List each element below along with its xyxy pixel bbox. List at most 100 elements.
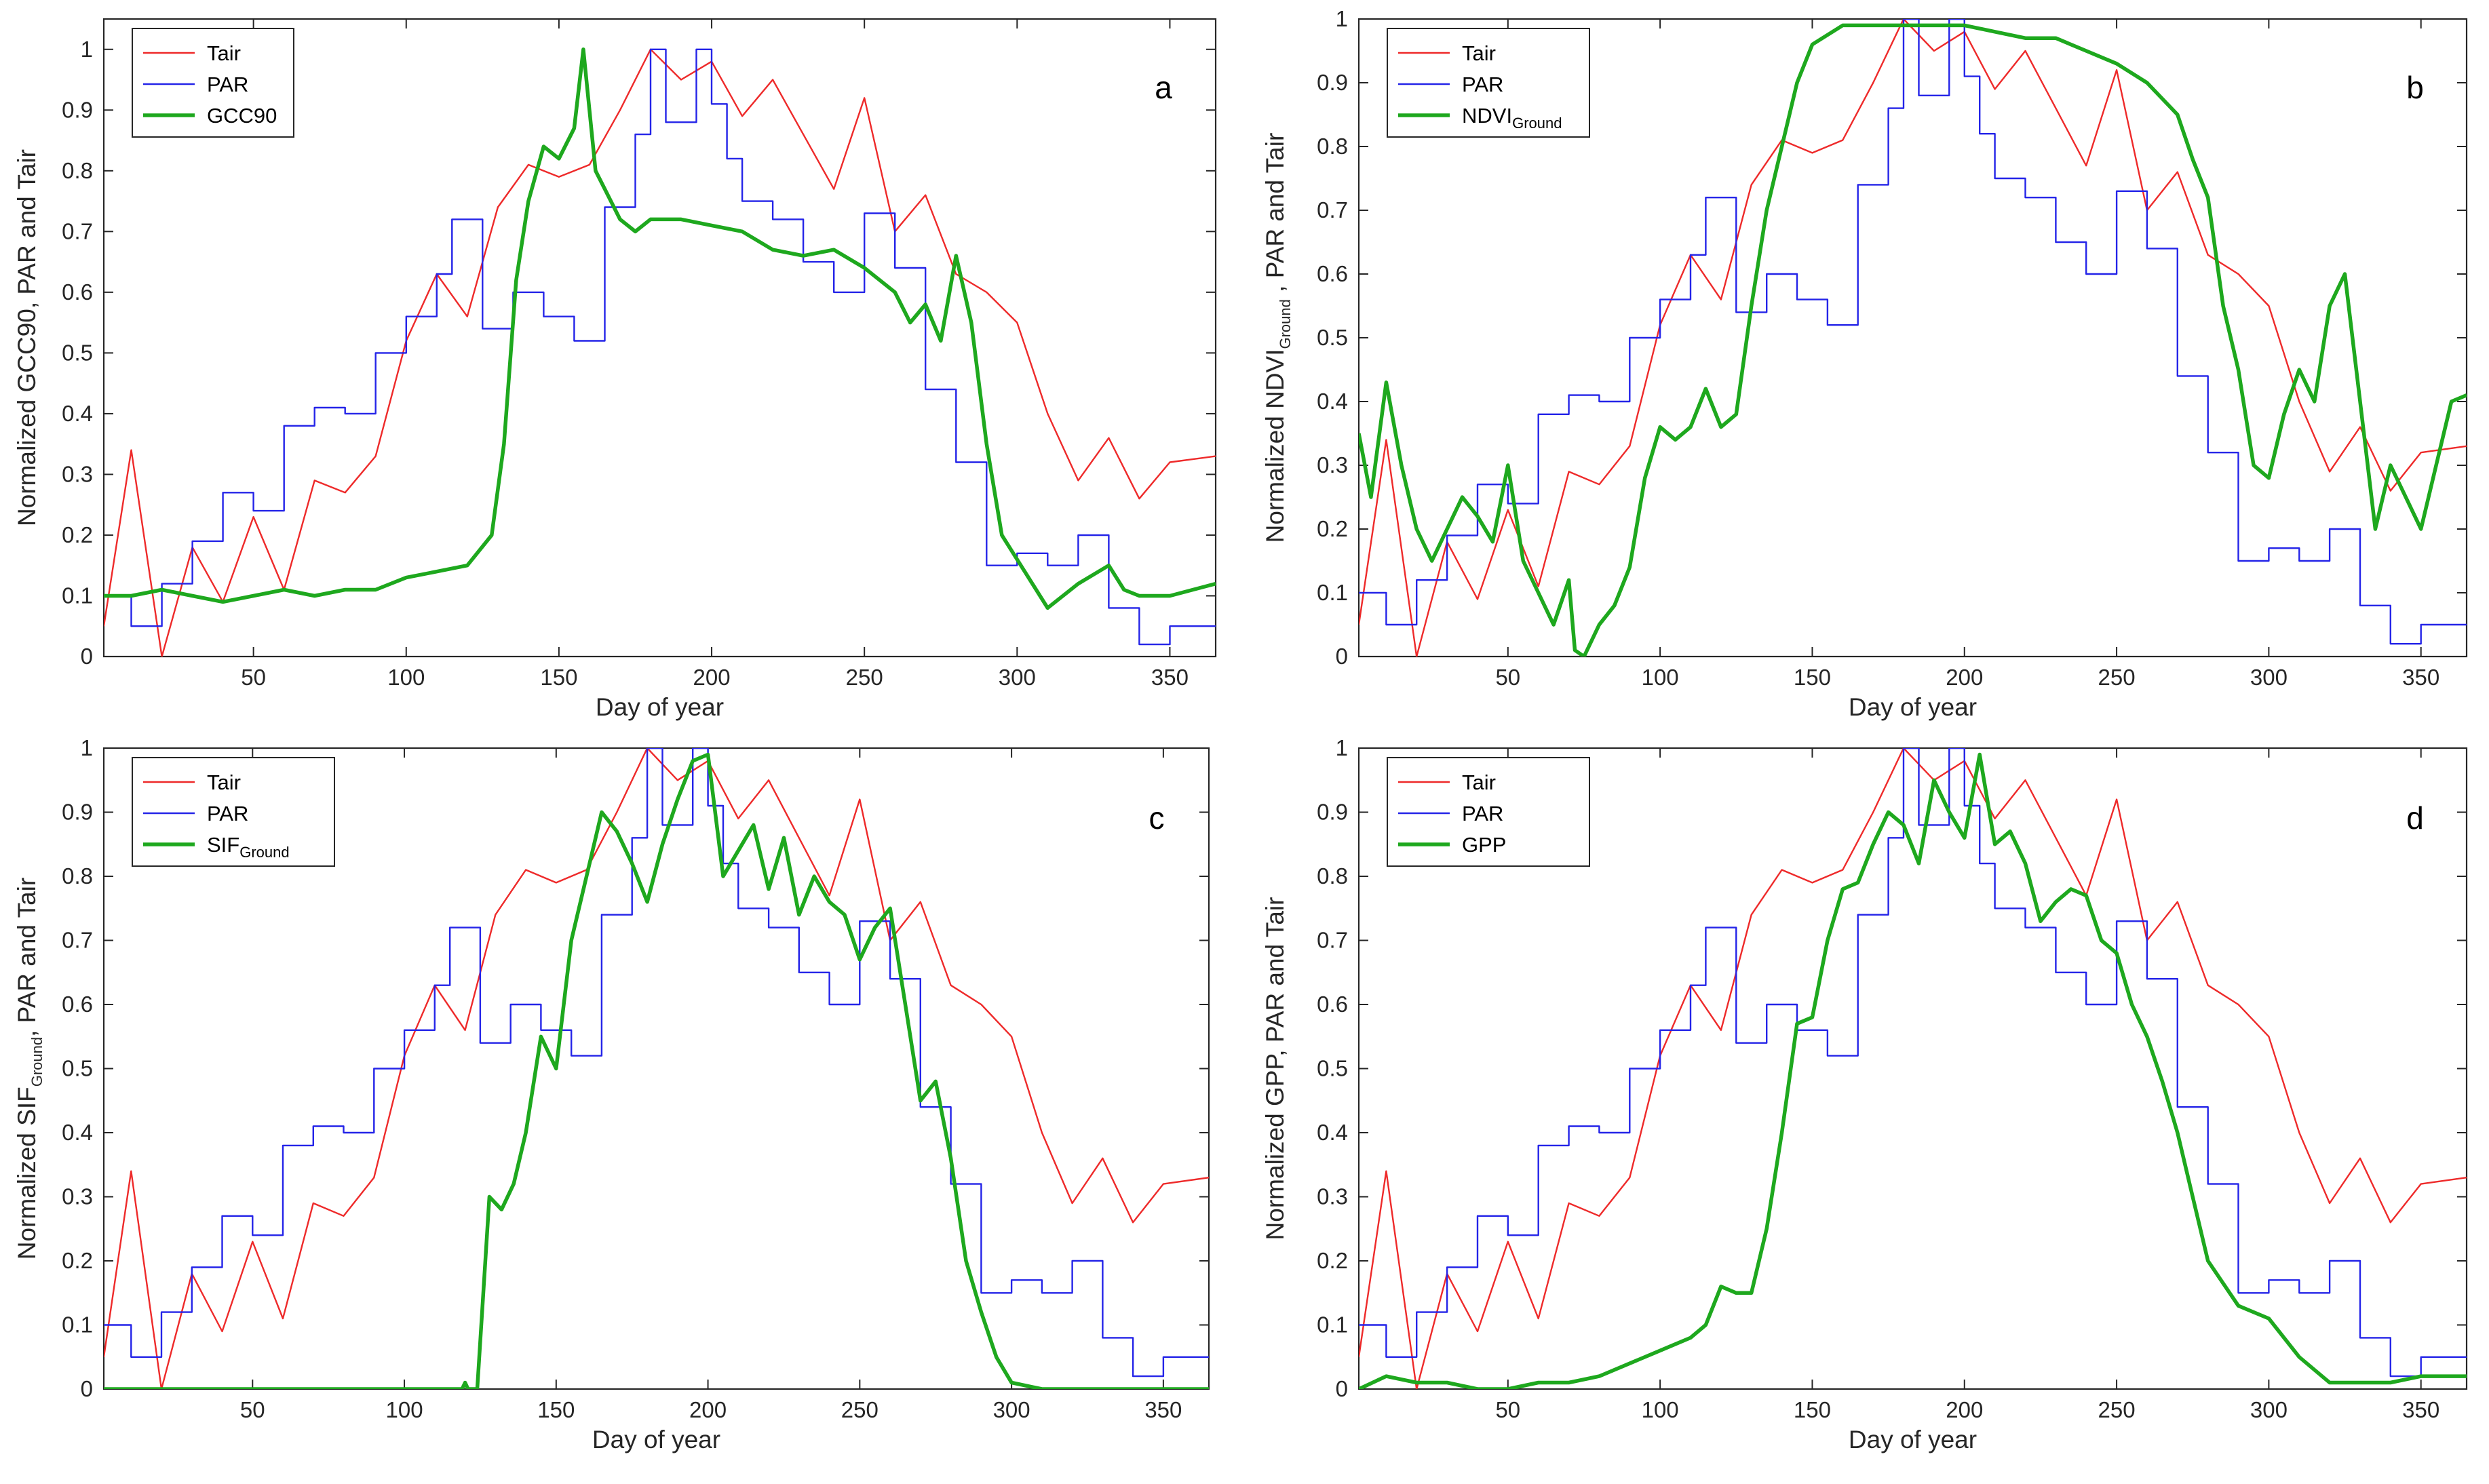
legend-label-main: PAR <box>207 73 248 96</box>
legend-label: PAR <box>1462 73 1503 96</box>
legend-label-main: Tair <box>1462 770 1496 794</box>
y-tick-label: 0.8 <box>62 158 93 183</box>
y-tick-label: 1 <box>1336 6 1348 31</box>
y-tick-label: 0.4 <box>62 1120 93 1145</box>
series-line-par <box>104 48 1216 646</box>
y-tick-label: 1 <box>81 37 93 62</box>
legend-label-main: Tair <box>207 770 241 794</box>
y-tick-label: 0.2 <box>1317 1248 1348 1273</box>
x-axis-label: Day of year <box>596 693 724 721</box>
y-tick-label: 0.3 <box>1317 452 1348 477</box>
series-line-par <box>1359 748 2467 1378</box>
y-tick-label: 0.1 <box>1317 580 1348 605</box>
x-tick-label: 150 <box>1794 1397 1831 1422</box>
y-tick-label: 0.9 <box>62 800 93 825</box>
y-tick-label: 0.6 <box>1317 261 1348 286</box>
y-tick-label: 0.2 <box>1317 516 1348 541</box>
legend-label: Tair <box>1462 41 1496 65</box>
x-axis-label: Day of year <box>1849 693 1977 721</box>
y-tick-label: 0.1 <box>1317 1312 1348 1337</box>
y-tick-label: 0.4 <box>1317 1120 1348 1145</box>
chart-panel-c: 50 100 150 200 250 300 350 0 0.1 0.2 0.3 0.4 0.5 0.6 0… <box>13 735 1210 1453</box>
series-line-par <box>1359 19 2467 645</box>
legend-label-main: GCC90 <box>207 104 277 128</box>
legend-label-main: Tair <box>207 41 241 65</box>
legend-label: PAR <box>1462 802 1503 825</box>
x-tick-label: 200 <box>689 1397 727 1422</box>
chart-panel-d: 50 100 150 200 250 300 350 0 0.1 0.2 0.3 0.4 0.5 0.6 0… <box>1261 735 2468 1453</box>
y-tick-label: 0.1 <box>62 1312 93 1337</box>
y-axis-label-main: Normalized GCC90, PAR and Tair <box>13 149 41 526</box>
y-tick-label: 0.6 <box>62 992 93 1017</box>
x-tick-label: 50 <box>1495 1397 1520 1422</box>
legend-box <box>1387 28 1590 138</box>
y-tick-label: 0.5 <box>62 1056 93 1081</box>
y-tick-label: 0.5 <box>1317 1056 1348 1081</box>
x-tick-label: 100 <box>1642 1397 1679 1422</box>
x-tick-label: 100 <box>1642 665 1679 690</box>
y-axis-label-subscript: Ground <box>28 1037 45 1087</box>
y-tick-label: 0.7 <box>62 928 93 953</box>
y-tick-label: 0.6 <box>1317 992 1348 1017</box>
series-line-gpp <box>1359 752 2467 1389</box>
y-axis-label: Normalized SIFGround, PAR and Tair <box>13 878 45 1260</box>
legend-label-main: NDVI <box>1462 104 1512 128</box>
x-tick-label: 200 <box>693 665 731 690</box>
legend: Tair PAR GPP <box>1387 757 1590 867</box>
legend-label-subscript: Ground <box>1512 115 1562 132</box>
x-tick-label: 50 <box>240 1397 265 1422</box>
series-line-tair <box>1359 19 2467 657</box>
legend: Tair PAR GCC90 <box>132 28 294 138</box>
y-tick-label: 0.7 <box>62 218 93 243</box>
panel-letter: d <box>2406 800 2424 836</box>
x-tick-label: 350 <box>1144 1397 1182 1422</box>
y-axis-label-main: Normalized SIF <box>13 1087 41 1260</box>
series-line-par <box>104 748 1209 1378</box>
y-tick-label: 0.2 <box>62 522 93 547</box>
x-tick-label: 250 <box>841 1397 879 1422</box>
series-line-ndvi <box>1359 23 2467 657</box>
series-line-gcc90 <box>104 47 1216 610</box>
x-tick-label: 100 <box>386 1397 423 1422</box>
legend-label: PAR <box>207 73 248 96</box>
legend: Tair PAR SIFGround <box>132 757 335 867</box>
y-tick-label: 0.9 <box>62 97 93 122</box>
y-tick-label: 0 <box>1336 1376 1348 1401</box>
y-axis-label-main: Normalized NDVI <box>1261 349 1289 543</box>
legend-box <box>1387 757 1590 867</box>
legend-label: NDVIGround <box>1462 104 1562 132</box>
y-tick-label: 0 <box>1336 644 1348 669</box>
x-tick-label: 150 <box>1794 665 1831 690</box>
y-tick-label: 0 <box>81 1376 93 1401</box>
y-axis-label-main: Normalized GPP, PAR and Tair <box>1261 897 1289 1241</box>
x-tick-label: 350 <box>2402 1397 2439 1422</box>
legend-box <box>132 757 335 867</box>
legend-label: Tair <box>207 770 241 794</box>
y-axis-label-rest: , PAR and Tair <box>13 878 41 1037</box>
legend-label-main: PAR <box>207 802 248 825</box>
legend-label: GPP <box>1462 833 1506 857</box>
y-axis-label: Normalized GCC90, PAR and Tair <box>13 149 41 526</box>
x-tick-label: 350 <box>2402 665 2439 690</box>
legend-label-main: GPP <box>1462 833 1506 857</box>
x-axis-label: Day of year <box>1849 1426 1977 1453</box>
x-tick-label: 50 <box>241 665 266 690</box>
y-tick-label: 0.8 <box>1317 134 1348 159</box>
chart-panel-b: 50 100 150 200 250 300 350 0 0.1 0.2 0.3 0.4 0.5 0.6 0… <box>1261 6 2468 721</box>
y-tick-label: 1 <box>1336 735 1348 760</box>
y-tick-label: 0.4 <box>1317 389 1348 414</box>
y-tick-label: 0.3 <box>62 1184 93 1209</box>
legend-label-main: Tair <box>1462 41 1496 65</box>
panel-letter: a <box>1155 70 1172 105</box>
legend-box <box>132 28 294 138</box>
x-tick-label: 300 <box>2250 1397 2288 1422</box>
legend-label: Tair <box>207 41 241 65</box>
y-tick-label: 0.7 <box>1317 197 1348 222</box>
y-axis-label-subscript: Ground <box>1277 299 1294 349</box>
y-axis-label-rest: , PAR and Tair <box>1261 133 1289 299</box>
y-tick-label: 0.7 <box>1317 928 1348 953</box>
series-line-tair <box>1359 748 2467 1389</box>
x-tick-label: 150 <box>537 1397 575 1422</box>
